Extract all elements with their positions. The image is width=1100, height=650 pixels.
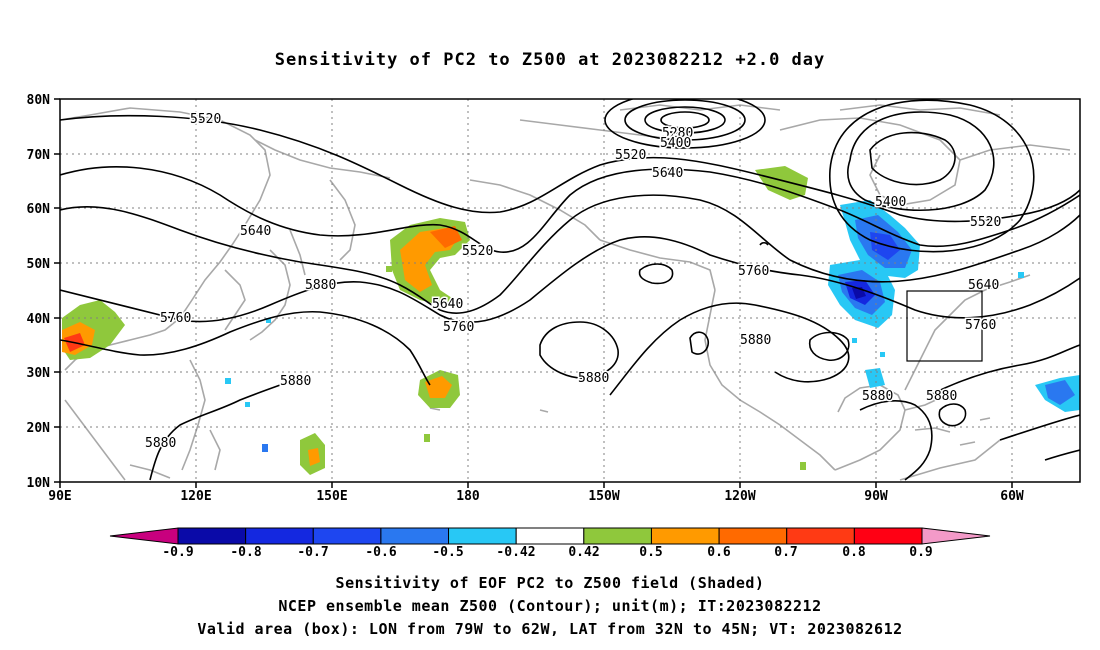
- lon-label: 120W: [724, 489, 755, 504]
- caption-contour: NCEP ensemble mean Z500 (Contour); unit(…: [278, 597, 822, 615]
- contour-label: 5520: [462, 244, 493, 259]
- colorbar-labels: -0.9 -0.8 -0.7 -0.6 -0.5 -0.42 0.42 0.5 …: [162, 545, 932, 560]
- lat-label: 30N: [27, 366, 51, 381]
- lon-label: 90W: [864, 489, 888, 504]
- colorbar: [109, 527, 991, 545]
- lon-label: 90E: [48, 489, 71, 504]
- lat-label: 60N: [27, 202, 51, 217]
- contour-label: 5760: [443, 320, 474, 335]
- contour-label: 5640: [968, 278, 999, 293]
- longitude-labels: 90E 120E 150E 180 150W 120W 90W 60W: [48, 489, 1024, 504]
- colorbar-swatch: [380, 527, 450, 545]
- colorbar-swatch: [245, 527, 314, 545]
- colorbar-swatch: [718, 527, 788, 545]
- colorbar-label: 0.5: [639, 545, 662, 560]
- lat-label: 80N: [27, 93, 51, 108]
- contour-label: 5640: [652, 166, 683, 181]
- z500-contours: [60, 99, 1080, 481]
- colorbar-swatch: [448, 527, 517, 545]
- latitude-labels: 80N 70N 60N 50N 40N 30N 20N 10N: [27, 93, 51, 491]
- colorbar-label: -0.6: [365, 545, 396, 560]
- contour-label: 5880: [305, 278, 336, 293]
- lat-label: 50N: [27, 257, 51, 272]
- lon-label: 150E: [316, 489, 347, 504]
- colorbar-swatch: [786, 527, 855, 545]
- colorbar-min-arrow: [109, 527, 179, 545]
- lon-label: 60W: [1000, 489, 1024, 504]
- contour-label: 5760: [965, 318, 996, 333]
- contour-label: 5640: [432, 297, 463, 312]
- lat-label: 10N: [27, 476, 51, 491]
- caption-shaded: Sensitivity of EOF PC2 to Z500 field (Sh…: [335, 574, 765, 592]
- contour-label: 5520: [615, 148, 646, 163]
- colorbar-label: -0.7: [297, 545, 328, 560]
- colorbar-label: -0.42: [496, 545, 535, 560]
- contour-label: 5520: [190, 112, 221, 127]
- contour-label: 5640: [240, 224, 271, 239]
- contour-label: 5880: [862, 389, 893, 404]
- colorbar-label: 0.42: [568, 545, 599, 560]
- axis-ticks: [54, 98, 1013, 488]
- contour-label: 5400: [875, 195, 906, 210]
- colorbar-label: 0.8: [842, 545, 866, 560]
- colorbar-label: 0.6: [707, 545, 731, 560]
- colorbar-label: -0.5: [432, 545, 463, 560]
- colorbar-label: -0.9: [162, 545, 193, 560]
- caption-valid-area: Valid area (box): LON from 79W to 62W, L…: [197, 620, 903, 638]
- contour-label: 5880: [280, 374, 311, 389]
- contour-label: 5880: [578, 371, 609, 386]
- colorbar-swatch: [650, 527, 720, 545]
- contour-label: 5760: [738, 264, 769, 279]
- colorbar-label: 0.7: [774, 545, 797, 560]
- colorbar-swatch: [312, 527, 382, 545]
- colorbar-swatch: [853, 527, 923, 545]
- contour-label: 5880: [145, 436, 176, 451]
- colorbar-swatch: [583, 527, 652, 545]
- colorbar-label: 0.9: [909, 545, 932, 560]
- contour-label: 5880: [926, 389, 957, 404]
- coastlines: [60, 104, 1071, 481]
- valid-area-box: [906, 290, 983, 362]
- colorbar-swatch: [515, 527, 585, 545]
- lat-label: 70N: [27, 148, 51, 163]
- contour-labels: 5520 5640 5880 5760 5520 5640 5760 5280 …: [144, 111, 1003, 453]
- lon-label: 180: [456, 489, 480, 504]
- contour-label: 5880: [740, 333, 771, 348]
- map-frame: [59, 98, 1081, 483]
- colorbar-swatch: [177, 527, 247, 545]
- lon-label: 150W: [588, 489, 619, 504]
- lat-label: 40N: [27, 312, 51, 327]
- colorbar-max-arrow: [921, 527, 991, 545]
- lat-label: 20N: [27, 421, 51, 436]
- contour-label: 5400: [660, 136, 691, 151]
- map-title: Sensitivity of PC2 to Z500 at 2023082212…: [274, 50, 826, 70]
- contour-label: 5760: [160, 311, 191, 326]
- contour-label: 5280: [662, 126, 693, 141]
- contour-label: 5520: [970, 215, 1001, 230]
- colorbar-label: -0.8: [230, 545, 261, 560]
- lon-label: 120E: [180, 489, 211, 504]
